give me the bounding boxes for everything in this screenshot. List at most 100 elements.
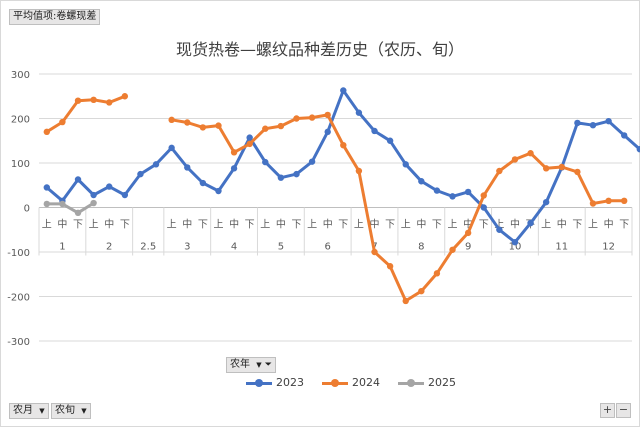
x-sub-tick-label: 中 <box>604 218 614 231</box>
x-sub-tick-label: 上 <box>167 219 177 231</box>
data-point-2023 <box>43 184 51 191</box>
x-group-label: 9 <box>465 242 471 253</box>
x-sub-tick-label: 下 <box>245 220 255 231</box>
x-sub-tick-label: 中 <box>57 218 67 231</box>
data-point-2024 <box>121 93 129 100</box>
legend-item-2024: 2024 <box>322 376 380 389</box>
row-field-button-xun[interactable]: 农旬 ▼ <box>51 403 91 419</box>
data-point-2023 <box>121 191 129 199</box>
x-sub-tick-label: 中 <box>276 218 286 231</box>
legend-swatch <box>322 378 348 388</box>
data-point-2023 <box>184 164 191 171</box>
data-point-2024 <box>59 118 66 126</box>
data-point-2024 <box>168 116 175 124</box>
x-group-label: 4 <box>231 242 237 253</box>
data-point-2024 <box>277 122 285 130</box>
y-tick-label: 300 <box>11 70 30 81</box>
x-sub-tick-label: 下 <box>479 220 489 231</box>
data-point-2024 <box>371 248 378 256</box>
data-point-2023 <box>308 158 316 165</box>
y-tick-label: 200 <box>11 115 30 126</box>
data-point-2025 <box>74 209 82 217</box>
data-point-2023 <box>137 170 144 178</box>
data-point-2023 <box>620 132 628 139</box>
data-point-2023 <box>449 193 456 200</box>
expand-button[interactable]: + <box>600 403 615 418</box>
data-point-2023 <box>464 188 472 196</box>
legend-label: 2023 <box>276 376 304 389</box>
dropdown-arrow-icon: ▼ <box>256 361 262 369</box>
data-point-2023 <box>355 109 363 116</box>
data-point-2024 <box>620 197 628 205</box>
x-sub-tick-label: 上 <box>448 219 458 231</box>
data-point-2024 <box>589 200 597 207</box>
row-field-button-month[interactable]: 农月 ▼ <box>9 403 49 419</box>
x-sub-tick-label: 中 <box>557 218 567 231</box>
data-point-2024 <box>215 122 222 129</box>
dropdown-arrow-icon: ▼ <box>39 407 45 415</box>
row-field-label-month: 农月 <box>13 405 33 416</box>
legend-item-2023: 2023 <box>246 376 304 389</box>
legend-label: 2024 <box>352 376 380 389</box>
data-point-2025 <box>90 199 97 207</box>
x-sub-tick-label: 下 <box>198 220 208 231</box>
data-point-2024 <box>246 140 253 148</box>
x-group-label: 12 <box>602 242 615 253</box>
collapse-button[interactable]: − <box>616 403 631 418</box>
x-sub-tick-label: 下 <box>432 220 442 231</box>
data-point-2024 <box>340 142 347 149</box>
x-sub-tick-label: 上 <box>260 219 270 231</box>
data-point-2023 <box>230 165 238 172</box>
legend: 2023 2024 2025 <box>246 376 456 389</box>
data-point-2023 <box>511 239 519 246</box>
x-sub-tick-label: 下 <box>619 220 629 231</box>
data-point-2023 <box>527 219 534 227</box>
data-point-2024 <box>43 128 51 136</box>
data-point-2023 <box>402 161 409 168</box>
legend-item-2025: 2025 <box>398 376 456 389</box>
x-sub-tick-label: 中 <box>416 218 426 231</box>
data-point-2023 <box>574 119 581 127</box>
data-point-2024 <box>90 96 97 104</box>
data-point-2023 <box>90 191 97 199</box>
x-sub-tick-label: 下 <box>291 220 301 231</box>
data-point-2023 <box>340 87 347 94</box>
data-point-2024 <box>605 197 612 205</box>
value-field-button[interactable]: 平均值项:卷螺现差 <box>9 9 101 25</box>
y-tick-label: -300 <box>7 337 30 348</box>
data-point-2023 <box>542 198 550 206</box>
x-sub-tick-label: 下 <box>338 220 348 231</box>
series-field-label: 农年 <box>230 359 250 370</box>
data-point-2023 <box>215 187 222 195</box>
data-point-2023 <box>496 226 503 233</box>
x-sub-tick-label: 上 <box>401 219 411 231</box>
y-tick-label: -200 <box>7 293 30 304</box>
data-point-2023 <box>199 179 207 187</box>
data-point-2023 <box>324 128 331 136</box>
data-point-2024 <box>402 297 409 305</box>
x-sub-tick-label: 中 <box>370 218 380 231</box>
x-sub-tick-label: 上 <box>494 219 504 231</box>
data-point-2025 <box>43 200 51 208</box>
x-sub-tick-label: 下 <box>120 220 130 231</box>
data-point-2024 <box>230 149 238 156</box>
data-point-2023 <box>74 176 82 183</box>
data-point-2024 <box>308 114 316 121</box>
data-point-2024 <box>527 150 534 157</box>
series-field-button[interactable]: 农年 ▼ ⏷ <box>226 357 276 373</box>
data-point-2024 <box>480 192 487 199</box>
filter-icon: ⏷ <box>264 360 272 370</box>
x-sub-tick-label: 中 <box>182 218 192 231</box>
x-sub-tick-label: 上 <box>354 219 364 231</box>
y-tick-label: -100 <box>7 248 30 259</box>
data-point-2024 <box>293 115 300 122</box>
data-point-2023 <box>277 174 285 181</box>
data-point-2023 <box>386 137 394 144</box>
x-group-label: 5 <box>278 242 284 253</box>
x-sub-tick-label: 中 <box>510 218 520 231</box>
legend-swatch <box>398 378 424 388</box>
x-sub-tick-label: 上 <box>307 219 317 231</box>
x-group-label: 6 <box>325 242 331 253</box>
data-point-2024 <box>449 246 456 253</box>
